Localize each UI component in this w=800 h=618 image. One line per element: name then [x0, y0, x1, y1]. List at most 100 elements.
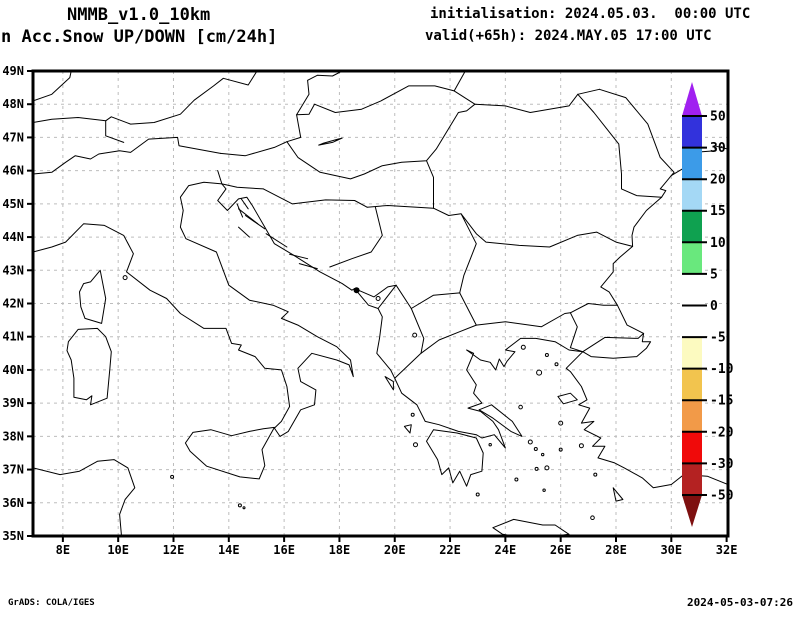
island: [518, 404, 523, 410]
valid-time-label: valid(+65h): 2024.MAY.05 17:00 UTC: [425, 28, 712, 44]
island: [593, 472, 598, 477]
colorbar-label: 10: [710, 236, 726, 251]
coastline: [569, 303, 618, 314]
island-outline: [244, 215, 266, 230]
colorbar-label: 15: [710, 204, 726, 219]
lat-label: 35N: [2, 529, 24, 543]
colorbar-segment: [682, 179, 702, 211]
coastline: [33, 117, 125, 143]
island: [514, 477, 519, 482]
island: [544, 465, 550, 471]
island: [488, 443, 492, 447]
lon-label: 20E: [384, 543, 406, 557]
coastline: [474, 88, 600, 113]
lon-label: 10E: [107, 543, 129, 557]
lat-label: 45N: [2, 197, 24, 211]
coastline: [217, 183, 584, 449]
colorbar-label: -50: [710, 489, 734, 504]
island: [533, 447, 538, 451]
island: [558, 420, 564, 426]
colorbar-segment: [682, 147, 702, 180]
lon-label: 8E: [56, 543, 70, 557]
lon-label: 26E: [550, 543, 572, 557]
coastline: [33, 136, 221, 175]
island: [475, 492, 480, 497]
colorbar-segment: [682, 463, 702, 495]
colorbar-label: -5: [710, 331, 726, 346]
coastline: [286, 85, 476, 180]
coastline: [453, 71, 466, 92]
colorbar-label: 50: [710, 110, 726, 125]
lat-label: 49N: [2, 64, 24, 78]
coastline: [329, 206, 383, 268]
lat-label: 47N: [2, 130, 24, 144]
lat-label: 38N: [2, 429, 24, 443]
colorbar-label: 5: [710, 267, 718, 282]
island: [520, 344, 526, 350]
colorbar-segment: [682, 368, 702, 401]
colorbar-under-arrow: [682, 495, 702, 527]
island-outline: [557, 392, 578, 405]
colorbar-segment: [682, 337, 702, 369]
island-outline: [289, 253, 309, 260]
island: [536, 369, 543, 376]
colorbar-segment: [682, 210, 702, 243]
island-outline: [238, 226, 250, 238]
lat-label: 44N: [2, 230, 24, 244]
colorbar-segment: [682, 400, 702, 432]
colorbar-segment: [682, 431, 702, 464]
island-outline: [240, 198, 249, 210]
coastline: [600, 145, 728, 334]
island: [590, 515, 595, 521]
island: [410, 412, 415, 417]
coastline: [459, 213, 634, 294]
coastline: [366, 205, 434, 209]
coastline: [577, 93, 663, 198]
creation-timestamp: 2024-05-03-07:26: [687, 596, 793, 609]
island: [413, 442, 418, 448]
coastline: [478, 404, 523, 437]
island: [237, 503, 242, 508]
island: [558, 447, 563, 452]
island: [242, 506, 246, 510]
island: [542, 488, 546, 492]
colorbar-label: -10: [710, 362, 734, 377]
coastline: [565, 351, 728, 489]
island-outline: [384, 376, 394, 391]
lon-label: 28E: [605, 543, 627, 557]
island-outline: [318, 137, 343, 146]
lat-label: 39N: [2, 396, 24, 410]
colorbar-label: 20: [710, 173, 726, 188]
coastline: [220, 141, 288, 157]
lon-label: 30E: [660, 543, 682, 557]
coastline: [420, 324, 477, 354]
map-layers: [33, 71, 728, 536]
colorbar-label: -30: [710, 457, 734, 472]
coastline: [296, 71, 343, 116]
lat-label: 42N: [2, 297, 24, 311]
coastline: [184, 426, 275, 480]
map-marker: [353, 287, 360, 294]
init-time-label: initialisation: 2024.05.03. 00:00 UTC: [430, 6, 751, 22]
colorbar-label: -20: [710, 425, 734, 440]
colorbar-segment: [682, 273, 702, 306]
island-outline: [298, 263, 318, 270]
island-outline: [612, 487, 624, 502]
colorbar-over-arrow: [682, 82, 702, 116]
product-title: n Acc.Snow UP/DOWN [cm/24h]: [1, 27, 278, 47]
grads-credit: GrADS: COLA/IGES: [8, 598, 95, 608]
lat-label: 36N: [2, 496, 24, 510]
island: [554, 362, 559, 367]
lon-label: 18E: [329, 543, 351, 557]
island-outline: [403, 424, 412, 434]
colorbar-segment: [682, 242, 702, 274]
coastline: [217, 170, 264, 190]
coastline: [377, 284, 425, 379]
colorbar-label: -15: [710, 394, 733, 409]
colorbar-segment: [682, 116, 702, 148]
island-outline: [236, 203, 244, 218]
colorbar-label: 30: [710, 141, 726, 156]
lat-label: 43N: [2, 263, 24, 277]
coastline: [569, 312, 578, 349]
